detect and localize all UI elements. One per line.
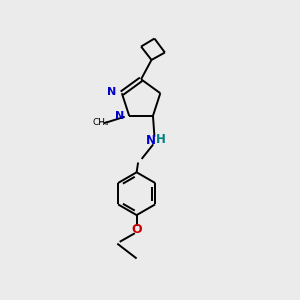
Text: N: N bbox=[107, 87, 116, 97]
Text: N: N bbox=[115, 111, 124, 122]
Text: O: O bbox=[131, 223, 142, 236]
Text: H: H bbox=[156, 133, 166, 146]
Text: N: N bbox=[146, 134, 156, 147]
Text: CH₃: CH₃ bbox=[92, 118, 109, 127]
Text: methyl: methyl bbox=[100, 122, 105, 123]
